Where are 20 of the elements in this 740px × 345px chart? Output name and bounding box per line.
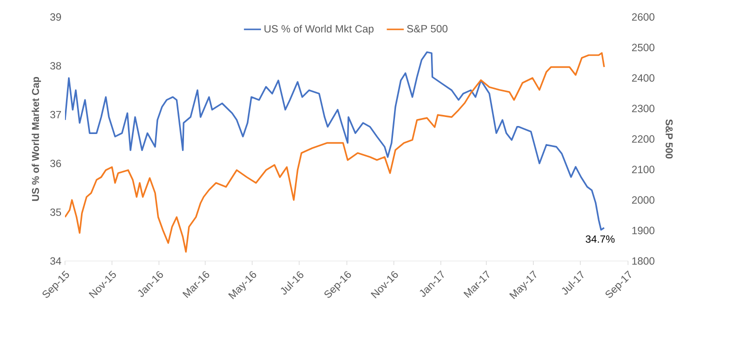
y-tick-label: 35: [50, 208, 62, 216]
y2-tick-label: 1900: [632, 226, 654, 234]
y2-tick-label: 2500: [632, 44, 654, 52]
legend-label: S&P 500: [407, 24, 448, 32]
y2-tick-label: 2600: [632, 13, 654, 21]
y2-axis-title: S&P 500: [666, 119, 673, 159]
y-tick-label: 38: [50, 62, 62, 70]
y-tick-label: 39: [50, 13, 61, 21]
y-tick-label: 37: [50, 110, 61, 118]
y-tick-label: 36: [50, 160, 62, 168]
y2-tick-label: 2300: [632, 104, 654, 112]
y-axis-title: US % of World Market Cap: [32, 76, 41, 201]
y2-tick-label: 2100: [632, 166, 654, 174]
y2-tick-label: 2400: [632, 74, 654, 82]
y2-tick-label: 2000: [632, 196, 654, 204]
y-tick-label: 34: [50, 257, 62, 265]
legend-label: US % of World Mkt Cap: [264, 24, 374, 35]
y2-tick-label: 2200: [632, 135, 654, 143]
annotation: 34.7%: [586, 235, 615, 243]
y2-tick-label: 1800: [632, 257, 654, 265]
